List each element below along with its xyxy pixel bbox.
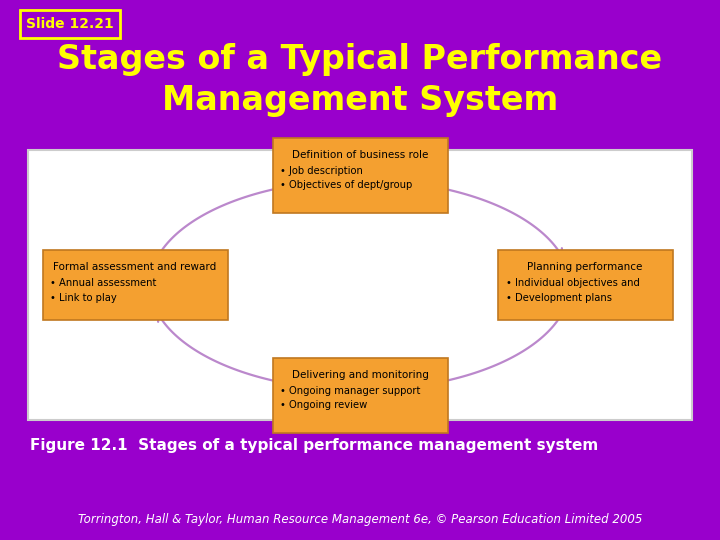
Bar xyxy=(272,138,448,213)
Text: Slide 12.21: Slide 12.21 xyxy=(26,17,114,31)
Text: • Objectives of dept/group: • Objectives of dept/group xyxy=(281,180,413,191)
Text: • Ongoing review: • Ongoing review xyxy=(281,401,368,410)
Text: • Job description: • Job description xyxy=(281,165,364,176)
Text: Figure 12.1  Stages of a typical performance management system: Figure 12.1 Stages of a typical performa… xyxy=(30,438,598,453)
Text: Delivering and monitoring: Delivering and monitoring xyxy=(292,369,428,380)
Text: • Annual assessment: • Annual assessment xyxy=(50,278,157,288)
Bar xyxy=(498,250,672,320)
Text: • Development plans: • Development plans xyxy=(505,293,611,303)
Text: • Ongoing manager support: • Ongoing manager support xyxy=(281,386,421,395)
Bar xyxy=(42,250,228,320)
Bar xyxy=(272,357,448,433)
Text: Torrington, Hall & Taylor, Human Resource Management 6e, © Pearson Education Lim: Torrington, Hall & Taylor, Human Resourc… xyxy=(78,514,642,526)
Text: • Link to play: • Link to play xyxy=(50,293,117,303)
Text: Formal assessment and reward: Formal assessment and reward xyxy=(53,262,217,272)
Text: Stages of a Typical Performance
Management System: Stages of a Typical Performance Manageme… xyxy=(58,43,662,117)
Bar xyxy=(28,150,692,420)
Text: • Individual objectives and: • Individual objectives and xyxy=(505,278,639,288)
Text: Planning performance: Planning performance xyxy=(527,262,643,272)
Bar xyxy=(20,10,120,38)
Text: Definition of business role: Definition of business role xyxy=(292,150,428,159)
